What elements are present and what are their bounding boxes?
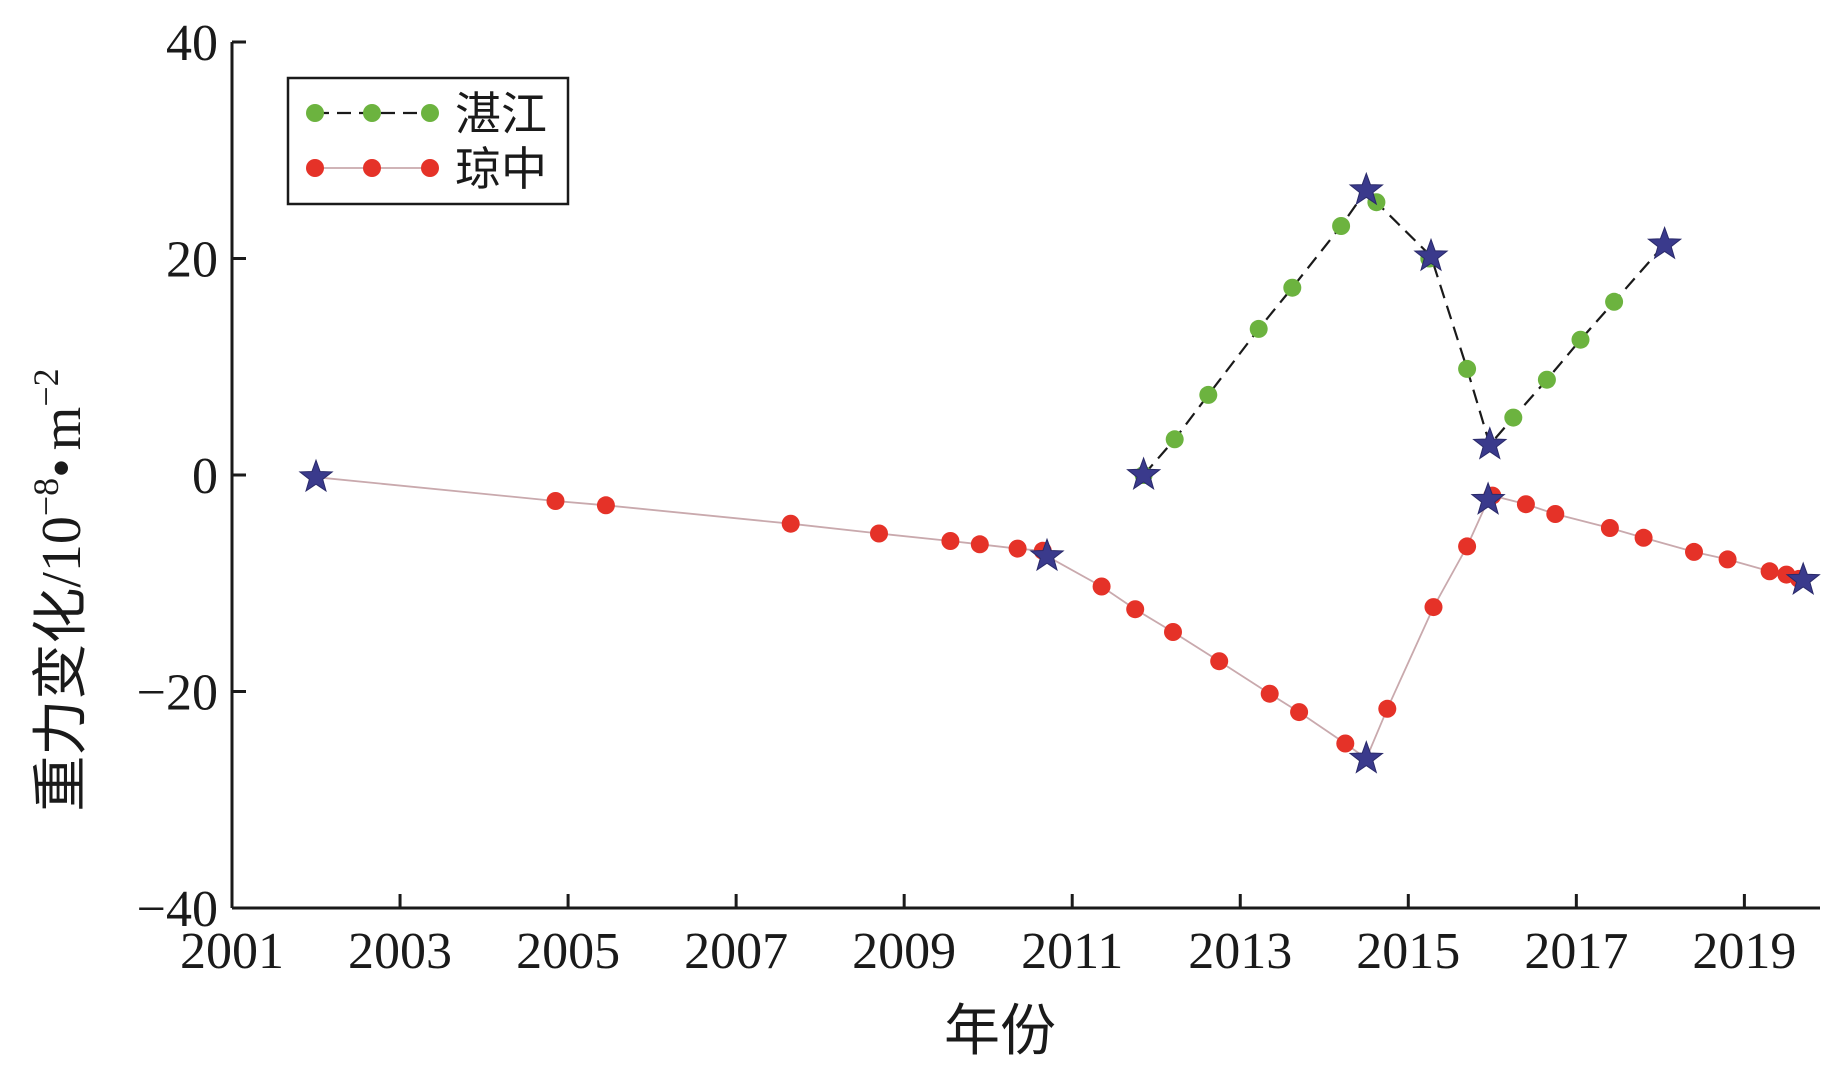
data-point	[1458, 537, 1477, 556]
y-axis-label-main: 重力变化/10	[31, 516, 93, 812]
star-marker	[1126, 456, 1162, 490]
y-tick-label: −40	[137, 881, 218, 938]
data-point	[1537, 370, 1556, 389]
data-point	[1165, 430, 1184, 449]
data-point	[1290, 703, 1309, 722]
data-point	[1210, 652, 1229, 671]
data-point	[1516, 495, 1535, 514]
x-tick-label: 2017	[1524, 923, 1628, 980]
data-point	[1571, 330, 1590, 349]
series-line	[315, 476, 1804, 760]
axis-labels: 年份 重力变化/10−8• m−2	[26, 368, 1056, 1063]
data-point	[1504, 408, 1523, 427]
y-tick-label: −20	[137, 665, 218, 722]
y-tick-label: 20	[166, 232, 218, 289]
legend-marker	[306, 159, 324, 177]
x-tick-label: 2009	[852, 923, 956, 980]
data-point	[1199, 385, 1218, 404]
y-axis-label-unit: m	[31, 407, 93, 451]
y-axis-label: 重力变化/10−8• m−2	[26, 368, 93, 811]
legend-marker	[363, 104, 381, 122]
data-point	[1634, 528, 1653, 547]
data-point	[1378, 699, 1397, 718]
star-marker	[1647, 225, 1683, 260]
x-tick-label: 2011	[1021, 923, 1123, 980]
x-tick-label: 2005	[516, 923, 620, 980]
x-tick-label: 2015	[1356, 923, 1460, 980]
data-point	[1336, 734, 1355, 753]
star-marker	[298, 458, 334, 493]
data-point	[781, 514, 800, 533]
series-1	[1134, 188, 1666, 484]
series-2-star-markers	[298, 458, 1821, 774]
data-point	[596, 496, 615, 515]
data-point	[970, 535, 989, 554]
y-axis-label-exponent-2: −2	[26, 368, 66, 406]
data-point	[1458, 359, 1477, 378]
series-line	[1142, 188, 1666, 476]
legend-marker	[306, 104, 324, 122]
legend-marker	[421, 104, 439, 122]
data-point	[1424, 598, 1443, 617]
data-point	[1164, 623, 1182, 641]
star-marker	[1413, 237, 1449, 272]
legend-box	[286, 76, 570, 206]
data-point	[1008, 539, 1027, 558]
data-point	[1600, 519, 1619, 537]
x-tick-label: 2003	[348, 923, 452, 980]
data-point	[1249, 319, 1268, 338]
x-tick-label: 2001	[180, 923, 284, 980]
star-marker	[1470, 481, 1506, 515]
data-point	[1283, 278, 1302, 297]
x-tick-label: 2013	[1188, 923, 1292, 980]
series-layer	[298, 171, 1821, 774]
axes: −40 −20 0 20 40 2001 2003 2005 2007 2009 2011 2013 2…	[137, 15, 1820, 980]
star-marker	[1029, 537, 1065, 572]
legend-label: 湛江	[455, 89, 547, 140]
data-point	[1546, 505, 1565, 523]
data-point	[1092, 577, 1111, 596]
data-point	[546, 492, 565, 510]
star-marker	[1348, 171, 1384, 206]
y-tick-label: 40	[166, 15, 218, 72]
x-tick-label: 2019	[1692, 923, 1796, 980]
legend-marker	[363, 159, 381, 177]
data-point	[1332, 217, 1351, 235]
y-axis-label-group: 重力变化/10−8• m−2	[26, 368, 93, 811]
data-point	[870, 524, 888, 543]
data-point	[941, 532, 960, 550]
legend-marker	[421, 159, 439, 177]
x-tick-label: 2007	[684, 923, 788, 980]
star-marker	[1472, 426, 1508, 460]
data-point	[1126, 600, 1145, 619]
series-1-star-markers	[1126, 171, 1683, 490]
legend-label: 琼中	[455, 144, 547, 195]
y-axis-label-exponent-1: −8	[26, 478, 66, 516]
data-point	[1718, 550, 1737, 569]
star-marker	[1348, 740, 1384, 774]
star-marker	[1785, 561, 1821, 595]
data-point	[1260, 684, 1279, 703]
data-point	[1605, 292, 1624, 311]
y-axis-label-dot: •	[31, 458, 93, 478]
y-tick-label: 0	[192, 448, 218, 505]
x-axis-label: 年份	[944, 1001, 1056, 1063]
series-2	[315, 476, 1808, 760]
data-point	[1760, 562, 1779, 581]
data-point	[1685, 542, 1703, 561]
